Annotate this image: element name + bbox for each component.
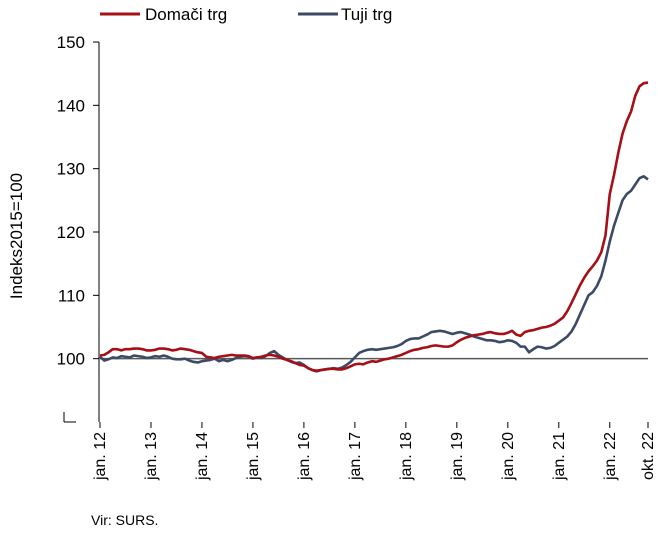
series-lines [99,81,649,373]
legend: Domači trg Tuji trg [100,5,392,24]
x-tick-label: jan. 21 [551,432,568,481]
y-axis-label: Indeks2015=100 [7,173,26,299]
x-tick-label: jan. 20 [500,432,517,481]
legend-label-domaci-trg: Domači trg [145,5,227,24]
series-line-tuji [99,174,649,373]
y-tick-label: 110 [58,286,85,305]
x-tick-label: jan. 22 [602,432,619,481]
x-tick-label: jan. 15 [245,432,262,481]
x-tick-label: jan. 19 [449,432,466,481]
y-tick-label: 100 [57,350,85,369]
source-note: Vir: SURS. [91,512,159,528]
y-axis-ticks: 100 110 120 130 140 150 [57,33,99,369]
axis-break-marker [63,412,76,423]
x-tick-label: jan. 17 [347,432,364,481]
legend-label-tuji-trg: Tuji trg [341,5,392,24]
y-tick-label: 130 [57,160,85,179]
x-tick-label: jan. 13 [143,432,160,481]
x-axis-ticks: jan. 12 jan. 13 jan. 14 jan. 15 jan. 16 jan. … [92,422,657,481]
x-tick-label: jan. 12 [92,432,109,481]
x-tick-label: jan. 14 [194,432,211,481]
x-tick-label: jan. 16 [296,432,313,481]
y-tick-label: 120 [57,223,85,242]
series-line-domaci [99,81,649,372]
x-tick-label: okt. 22 [640,432,657,480]
y-tick-label: 140 [57,96,85,115]
x-tick-label: jan. 18 [398,432,415,481]
y-tick-label: 150 [57,33,85,52]
